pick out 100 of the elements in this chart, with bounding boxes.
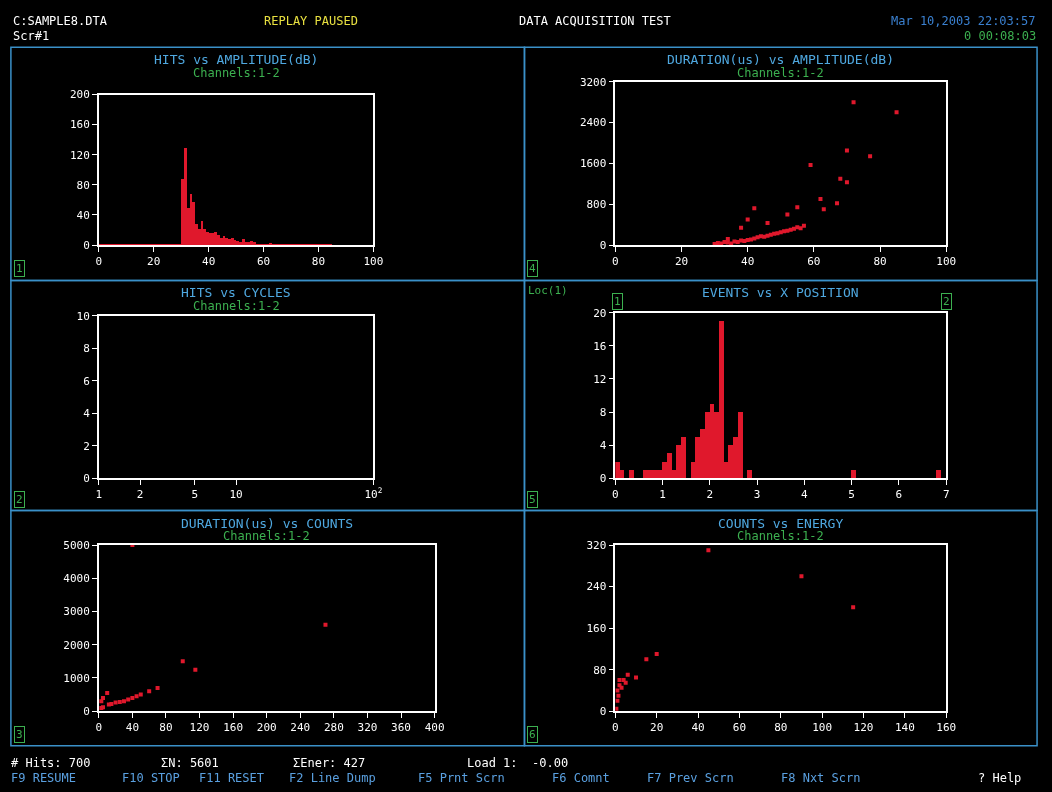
text: F8 Nxt Scrn <box>781 771 861 785</box>
text: # Hits: 700 <box>11 756 91 770</box>
text: 0 00:08:03 <box>964 29 1037 43</box>
text: Loc(1) <box>528 284 568 297</box>
y-tick-label: 80 <box>76 178 90 192</box>
chart-title: DURATION(us) vs AMPLITUDE(dB) <box>667 52 894 67</box>
x-tick-label: 100 <box>363 254 384 268</box>
text: F2 Line Dump <box>289 771 376 785</box>
x-tick-label: 10$^{2}$ <box>364 486 383 502</box>
y-tick-label: 40 <box>76 208 90 222</box>
text: ΣEner: 427 <box>293 756 366 770</box>
text: Load 1: -0.00 <box>467 756 569 770</box>
text: C:SAMPLE8.DTA <box>13 14 108 28</box>
text: F11 RESET <box>199 771 265 785</box>
text: 1 <box>614 295 621 308</box>
chart-title: HITS vs AMPLITUDE(dB) <box>154 52 319 67</box>
x-tick-label: 240 <box>290 721 311 735</box>
chart-title: COUNTS vs ENERGY <box>718 516 844 531</box>
y-tick-label: 20 <box>593 306 607 320</box>
x-tick-label: 0 <box>612 488 619 502</box>
text: DATA ACQUISITION TEST <box>519 14 671 28</box>
x-tick-label: 0 <box>612 721 619 735</box>
y-tick-label: 3000 <box>63 605 90 619</box>
y-tick-label: 160 <box>586 621 607 635</box>
chart-subtitle: Channels:1-2 <box>737 529 824 543</box>
x-tick-label: 1 <box>659 488 666 502</box>
text: F9 RESUME <box>11 771 77 785</box>
y-tick-label: 200 <box>69 88 90 102</box>
y-tick-label: 3200 <box>579 75 607 89</box>
x-tick-label: 0 <box>95 254 103 268</box>
x-tick-label: 140 <box>894 721 915 735</box>
y-tick-label: 0 <box>83 238 90 252</box>
text: ? Help <box>978 771 1022 785</box>
text: ΣN: 5601 <box>161 756 219 770</box>
x-tick-label: 160 <box>223 721 244 735</box>
text: F10 STOP <box>122 771 180 785</box>
y-tick-label: 800 <box>586 198 607 212</box>
x-tick-label: 120 <box>853 721 874 735</box>
chart-title: DURATION(us) vs COUNTS <box>181 516 354 531</box>
x-tick-label: 6 <box>895 488 903 502</box>
y-tick-label: 4000 <box>63 572 90 586</box>
y-tick-label: 320 <box>586 538 607 552</box>
x-tick-label: 20 <box>650 721 664 735</box>
x-tick-label: 60 <box>807 254 821 268</box>
text: 2 <box>943 295 950 308</box>
text: F6 Comnt <box>552 771 610 785</box>
chart-subtitle: Channels:1-2 <box>223 529 310 543</box>
y-tick-label: 1600 <box>579 157 607 171</box>
x-tick-label: 40 <box>741 254 755 268</box>
x-tick-label: 40 <box>125 721 140 735</box>
y-tick-label: 1000 <box>63 671 90 685</box>
text: Mar 10,2003 22:03:57 <box>891 14 1036 28</box>
y-tick-label: 0 <box>83 471 90 485</box>
x-tick-label: 100 <box>812 721 833 735</box>
y-tick-label: 0 <box>599 705 607 719</box>
y-tick-label: 10 <box>76 309 90 323</box>
x-tick-label: 40 <box>691 721 705 735</box>
x-tick-label: 1 <box>95 488 103 502</box>
text: F7 Prev Scrn <box>647 771 734 785</box>
x-tick-label: 80 <box>311 254 326 268</box>
chart-subtitle: Channels:1-2 <box>737 66 824 80</box>
y-tick-label: 0 <box>599 471 607 485</box>
y-tick-label: 16 <box>593 339 607 353</box>
y-tick-label: 2400 <box>579 116 607 130</box>
x-tick-label: 320 <box>357 721 378 735</box>
x-tick-label: 360 <box>391 721 411 735</box>
y-tick-label: 2 <box>83 439 90 453</box>
x-tick-label: 120 <box>189 721 210 735</box>
x-tick-label: 80 <box>774 721 788 735</box>
x-tick-label: 80 <box>873 254 887 268</box>
x-tick-label: 400 <box>424 721 445 735</box>
text: F5 Prnt Scrn <box>418 771 505 785</box>
y-tick-label: 120 <box>69 148 90 162</box>
x-tick-label: 80 <box>159 721 173 735</box>
x-tick-label: 160 <box>936 721 957 735</box>
text: REPLAY PAUSED <box>264 14 358 28</box>
y-tick-label: 2000 <box>63 638 90 652</box>
x-tick-label: 3 <box>753 488 761 502</box>
y-tick-label: 80 <box>593 663 607 677</box>
x-tick-label: 100 <box>936 254 957 268</box>
chart-subtitle: Channels:1-2 <box>193 66 280 80</box>
x-tick-label: 0 <box>95 721 103 735</box>
y-tick-label: 5000 <box>63 538 90 552</box>
x-tick-label: 7 <box>942 488 950 502</box>
y-tick-label: 4 <box>83 407 91 421</box>
x-tick-label: 280 <box>323 721 344 735</box>
y-tick-label: 6 <box>83 374 90 388</box>
x-tick-label: 4 <box>801 488 809 502</box>
y-tick-label: 4 <box>599 438 607 452</box>
y-tick-label: 240 <box>586 580 607 594</box>
chart-title: HITS vs CYCLES <box>181 285 291 300</box>
y-tick-label: 160 <box>69 118 90 132</box>
x-tick-label: 40 <box>202 254 216 268</box>
x-tick-label: 5 <box>191 488 199 502</box>
y-tick-label: 12 <box>593 372 607 386</box>
chart-subtitle: Channels:1-2 <box>193 299 280 313</box>
x-tick-label: 0 <box>612 254 619 268</box>
text: Scr#1 <box>13 29 50 43</box>
x-tick-label: 60 <box>256 254 271 268</box>
x-tick-label: 200 <box>256 721 277 735</box>
